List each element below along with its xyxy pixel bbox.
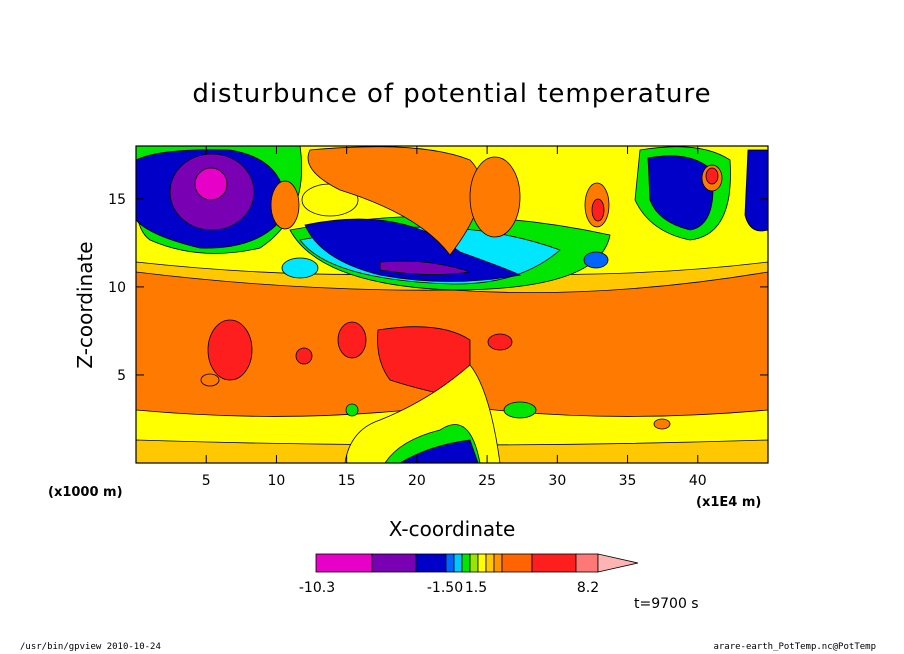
red-warm-patch-left	[207, 319, 253, 381]
upper-right-orange-cell	[469, 156, 521, 238]
colorbar-label: -10.3	[299, 580, 335, 596]
x-axis: 5 10 15 20 25 30 35 40	[202, 146, 707, 489]
y-tick-label: 5	[117, 368, 126, 384]
x-tick-label: 30	[548, 473, 566, 489]
colorbar-segment	[501, 553, 533, 573]
purple-core	[379, 260, 471, 275]
colorbar-segment	[445, 553, 455, 573]
x-tick-label: 5	[202, 473, 211, 489]
colorbar-label: 1.5	[465, 580, 487, 596]
x-tick-label: 15	[338, 473, 356, 489]
colorbar-segment	[485, 553, 495, 573]
time-label: t=9700 s	[634, 596, 699, 612]
red-warm-patch-center	[337, 321, 367, 359]
colorbar-label: -1.50	[427, 580, 463, 596]
colorbar-segment	[453, 553, 463, 573]
colorbar	[315, 553, 639, 573]
upper-orange-blob	[270, 180, 300, 230]
center-upper-orange	[307, 146, 482, 256]
colorbar-segment	[461, 553, 471, 573]
y-tick-label: 10	[108, 280, 126, 296]
far-right-navy	[744, 149, 768, 232]
green-surface-patch	[503, 401, 537, 419]
turbulent-navy	[399, 439, 479, 463]
x-unit-right: (x1E4 m)	[696, 495, 761, 510]
colorbar-segment	[371, 553, 417, 573]
colorbar-segment	[469, 553, 479, 573]
x-tick-label: 20	[408, 473, 426, 489]
colorbar-label: 8.2	[577, 580, 599, 596]
colorbar-segment	[415, 553, 447, 573]
plot-frame	[135, 145, 769, 464]
right-navy-cell	[647, 155, 714, 231]
right-upper-red-core	[705, 167, 719, 185]
chart-title: disturbunce of potential temperature	[192, 79, 711, 109]
colorbar-arrow	[597, 553, 639, 573]
orange-surface-blob	[653, 418, 671, 430]
colorbar-segment	[575, 553, 599, 573]
y-tick-label: 15	[108, 192, 126, 208]
footer-left: /usr/bin/gpview 2010-10-24	[20, 642, 161, 652]
x-axis-label: X-coordinate	[389, 517, 516, 541]
left-magenta-core	[194, 167, 228, 201]
x-tick-label: 35	[619, 473, 637, 489]
red-warm-dot	[295, 347, 313, 365]
orange-low-blob	[200, 373, 220, 387]
colorbar-segment	[477, 553, 487, 573]
colorbar-segment	[315, 553, 373, 573]
navy-tongue	[304, 218, 522, 282]
colorbar-labels: -10.3 -1.50 1.5 8.2	[299, 580, 599, 596]
y-axis-label: Z-coordinate	[73, 241, 97, 368]
x-tick-label: 10	[268, 473, 286, 489]
y-axis: 5 10 15	[108, 192, 768, 384]
x-unit-left: (x1000 m)	[48, 485, 123, 500]
cyan-eddy	[281, 257, 319, 279]
footer-right: arare-earth_PotTemp.nc@PotTemp	[713, 642, 876, 652]
colorbar-segment	[531, 553, 577, 573]
green-surface-dot	[345, 403, 359, 417]
x-tick-label: 25	[478, 473, 496, 489]
right-red-core	[591, 198, 605, 222]
x-tick-label: 40	[689, 473, 707, 489]
red-warm-patch-right	[487, 333, 513, 351]
blue-eddy	[583, 251, 609, 269]
contour-field	[136, 146, 768, 463]
colorbar-segment	[493, 553, 503, 573]
